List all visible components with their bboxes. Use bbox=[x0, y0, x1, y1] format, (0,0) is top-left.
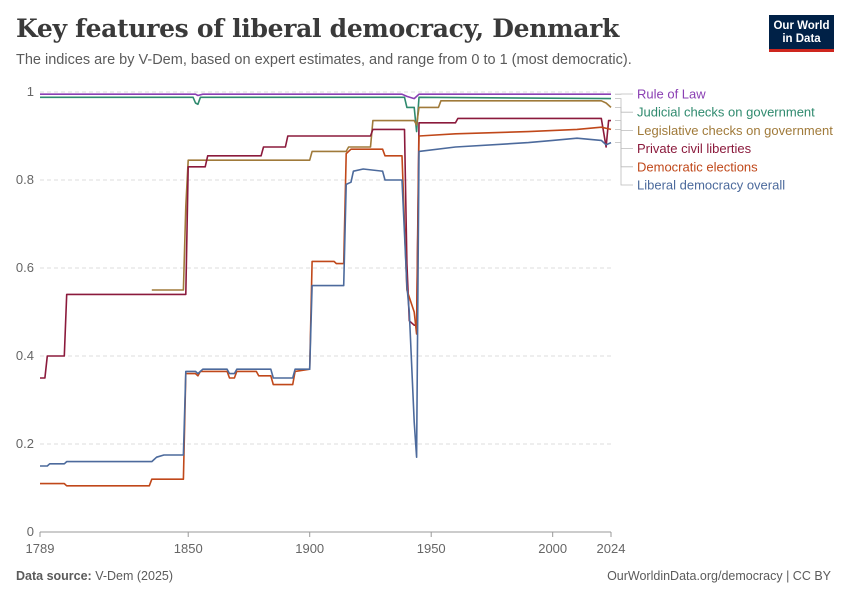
legend-label-private-civil-liberties[interactable]: Private civil liberties bbox=[637, 141, 752, 156]
x-tick-label: 2024 bbox=[597, 541, 626, 556]
series-line-liberal-democracy-overall[interactable] bbox=[40, 137, 612, 467]
series-line-private-civil-liberties[interactable] bbox=[40, 117, 611, 379]
logo-line-2: in Data bbox=[782, 33, 821, 45]
data-source-label: Data source: bbox=[16, 569, 92, 583]
legend-connector bbox=[615, 107, 633, 131]
legend-label-liberal-democracy-overall[interactable]: Liberal democracy overall bbox=[637, 178, 785, 193]
y-tick-label: 0.6 bbox=[16, 260, 34, 275]
grid-layer bbox=[40, 91, 611, 445]
owid-logo[interactable]: Our World in Data bbox=[769, 15, 834, 52]
logo-line-1: Our World bbox=[773, 20, 830, 32]
legend-connector bbox=[615, 129, 633, 168]
series-line-rule-of-law[interactable] bbox=[40, 93, 611, 100]
legend-layer: Rule of Law Judicial checks on government… bbox=[615, 87, 833, 193]
line-chart: 0 0.2 0.4 0.6 0.8 1 1789 1850 1900 1950 2000 2024 R… bbox=[16, 84, 833, 556]
x-tick-label: 1950 bbox=[417, 541, 446, 556]
source-url[interactable]: OurWorldinData.org/democracy | CC BY bbox=[607, 569, 831, 583]
data-source-value: V-Dem (2025) bbox=[95, 569, 174, 583]
y-tick-label: 0.2 bbox=[16, 436, 34, 451]
axis-layer: 0 0.2 0.4 0.6 0.8 1 1789 1850 1900 1950 2000 2024 bbox=[16, 84, 626, 556]
legend-connector bbox=[615, 120, 633, 149]
x-tick-label: 1900 bbox=[295, 541, 324, 556]
data-source: Data source: V-Dem (2025) bbox=[16, 569, 173, 583]
x-tick-label: 2000 bbox=[538, 541, 567, 556]
chart-title: Key features of liberal democracy, Denma… bbox=[16, 14, 620, 43]
legend-connector bbox=[615, 142, 633, 186]
chart-subtitle: The indices are by V-Dem, based on exper… bbox=[16, 52, 632, 68]
y-tick-label: 0 bbox=[27, 524, 34, 539]
x-tick-label: 1789 bbox=[26, 541, 55, 556]
legend-connector bbox=[615, 98, 633, 113]
series-line-democratic-elections[interactable] bbox=[40, 126, 612, 487]
series-layer bbox=[40, 93, 612, 487]
x-tick-label: 1850 bbox=[174, 541, 203, 556]
y-tick-label: 0.8 bbox=[16, 172, 34, 187]
series-line-judicial-checks-on-government[interactable] bbox=[40, 96, 612, 133]
legend-label-legislative-checks-on-government[interactable]: Legislative checks on government bbox=[637, 123, 833, 138]
legend-label-democratic-elections[interactable]: Democratic elections bbox=[637, 159, 758, 174]
y-tick-label: 1 bbox=[27, 84, 34, 99]
legend-label-rule-of-law[interactable]: Rule of Law bbox=[637, 87, 706, 102]
y-tick-label: 0.4 bbox=[16, 348, 34, 363]
legend-label-judicial-checks-on-government[interactable]: Judicial checks on government bbox=[637, 105, 815, 120]
